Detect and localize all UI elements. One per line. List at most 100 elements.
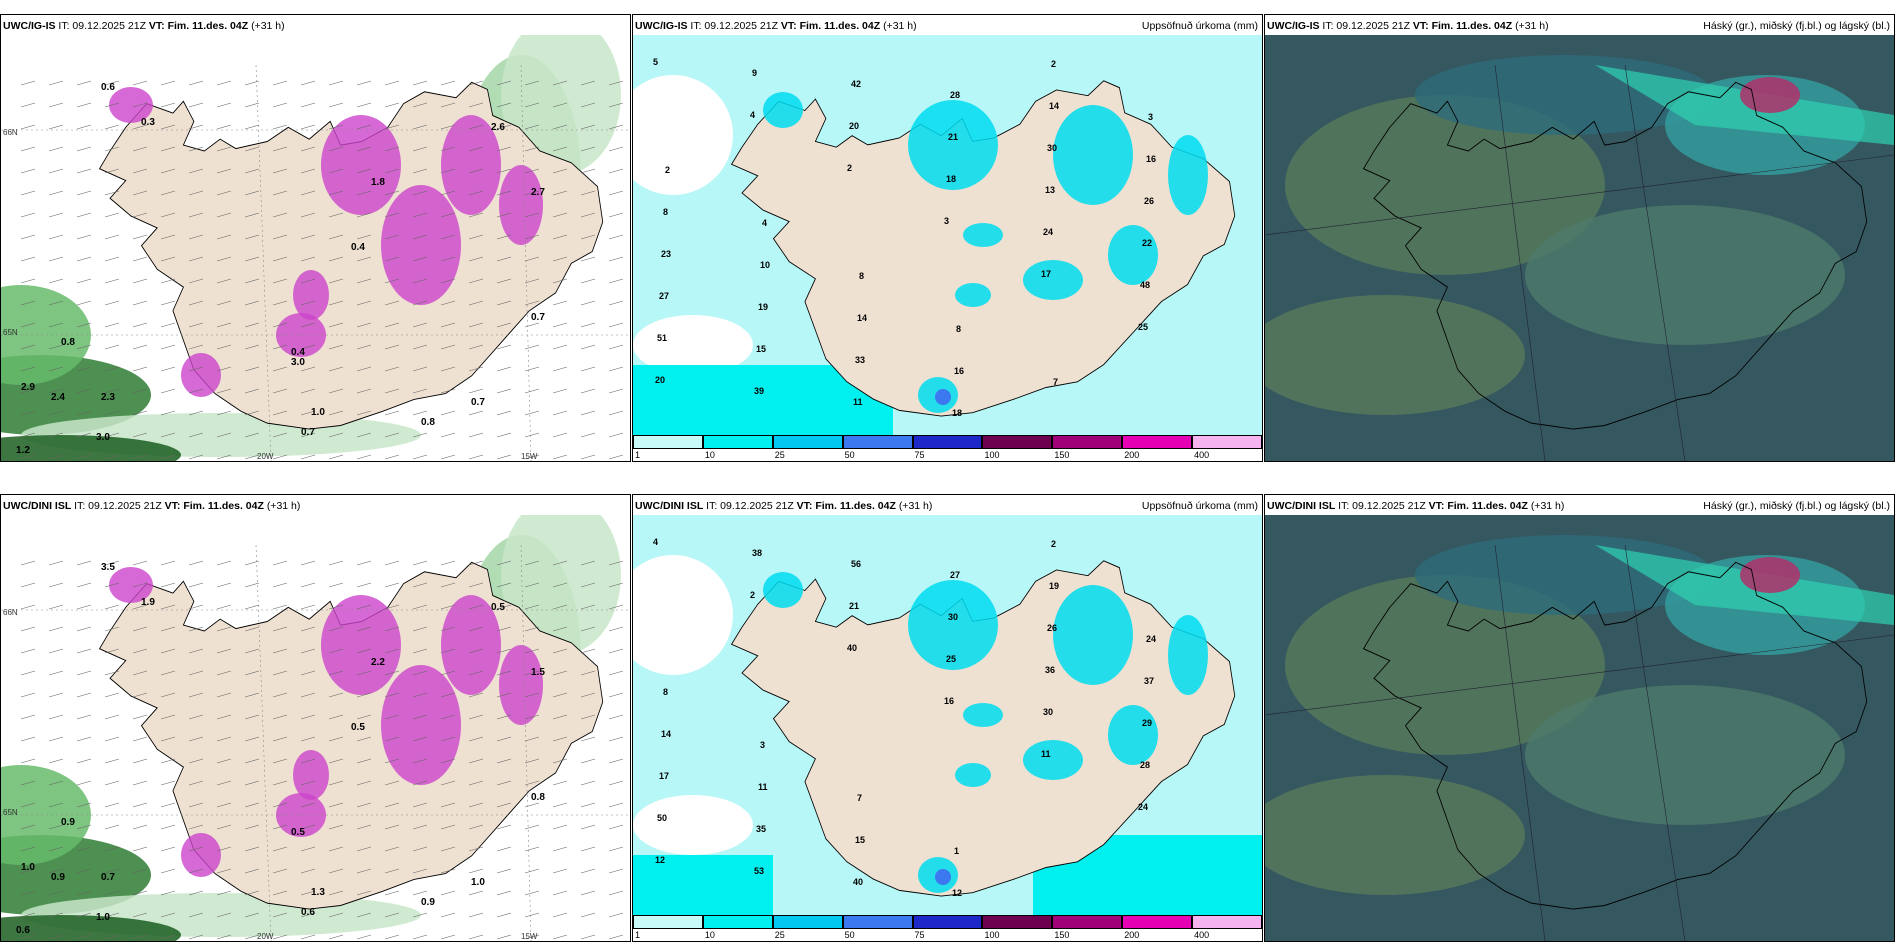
wind-barb — [468, 780, 484, 786]
legend-tick-label: 10 — [704, 450, 715, 460]
wind-barb — [48, 124, 64, 130]
wind-barb — [384, 560, 400, 566]
wind-barb — [76, 692, 92, 698]
wind-barb — [48, 802, 64, 808]
wind-barb — [552, 432, 568, 438]
wind-barb — [160, 560, 176, 566]
wind-barb — [356, 670, 372, 676]
wind-barb — [244, 626, 260, 632]
precip-max — [935, 389, 951, 405]
wind-barb — [132, 648, 148, 654]
wind-barb — [552, 102, 568, 108]
wind-barb — [300, 124, 316, 130]
precip-value-label: 35 — [756, 824, 766, 834]
wind-barb — [496, 802, 512, 808]
wind-barb — [244, 890, 260, 896]
precip-value-label: 28 — [950, 90, 960, 100]
wind-barb — [188, 256, 204, 262]
precip-value-label: 8 — [859, 271, 864, 281]
wind-barb — [76, 168, 92, 174]
wind-barb — [440, 388, 456, 394]
wind-barb — [104, 604, 120, 610]
wind-barb — [272, 714, 288, 720]
wind-barb — [524, 344, 540, 350]
wind-barb — [188, 890, 204, 896]
wind-barb — [524, 168, 540, 174]
wind-barb — [580, 366, 596, 372]
wind-barb — [468, 102, 484, 108]
wind-barb — [104, 670, 120, 676]
wind-barb — [328, 582, 344, 588]
wind-barb — [300, 582, 316, 588]
snow-value-label: 0.8 — [531, 792, 545, 803]
precip-area — [1023, 260, 1083, 300]
wind-barb — [440, 692, 456, 698]
wind-barb — [20, 278, 36, 284]
wind-barb — [188, 146, 204, 152]
wind-barb — [384, 890, 400, 896]
map-svg: 5423172520920182448513942211322271511283… — [633, 35, 1262, 447]
wind-barb — [132, 322, 148, 328]
wind-barb — [440, 80, 456, 86]
wind-barb — [188, 912, 204, 918]
wind-barb — [76, 846, 92, 852]
wind-barb — [132, 692, 148, 698]
wind-barb — [608, 234, 624, 240]
wind-barb — [300, 868, 316, 874]
wind-barb — [608, 758, 624, 764]
snow-value-label: 1.5 — [531, 667, 545, 678]
wind-barb — [468, 714, 484, 720]
wind-barb — [440, 582, 456, 588]
wind-barb — [468, 256, 484, 262]
wind-barb — [524, 648, 540, 654]
graticule-label: 20W — [257, 452, 274, 461]
wind-barb — [384, 432, 400, 438]
wind-barb — [104, 432, 120, 438]
snow-value-label: 0.7 — [301, 427, 315, 438]
legend-swatch — [982, 915, 1053, 929]
wind-barb — [76, 582, 92, 588]
wind-barb — [580, 934, 596, 940]
wind-barb — [384, 626, 400, 632]
wind-barb — [440, 168, 456, 174]
legend-tick-label: 200 — [1124, 930, 1140, 940]
legend-swatch — [633, 435, 703, 449]
graticule-line — [255, 64, 272, 461]
precip-value-label: 14 — [857, 313, 867, 323]
wind-barb — [244, 604, 260, 610]
snow-value-label: 0.6 — [101, 82, 115, 93]
wind-barb — [356, 344, 372, 350]
wind-barb — [272, 124, 288, 130]
wind-barb — [244, 212, 260, 218]
wind-barb — [384, 692, 400, 698]
wind-barb — [580, 454, 596, 460]
wind-barb — [188, 714, 204, 720]
map-precip: 4 2 40 16 11 24 12 38 21 25 30 28 50 53 56 30 36 29 17 35 40… — [633, 515, 1262, 927]
wind-barb — [440, 102, 456, 108]
wind-barb — [272, 560, 288, 566]
wind-barb — [244, 692, 260, 698]
wind-barb — [48, 432, 64, 438]
wind-barb — [20, 604, 36, 610]
precip-value-label: 17 — [659, 771, 669, 781]
wind-barb — [300, 212, 316, 218]
legend-tick-label: 100 — [984, 450, 1000, 460]
wind-barb — [580, 890, 596, 896]
wind-barb — [132, 582, 148, 588]
wind-barb — [160, 146, 176, 152]
legend-swatch — [912, 915, 983, 929]
wind-barb — [468, 124, 484, 130]
cloud-area — [1285, 95, 1605, 275]
graticule-line — [1494, 64, 1546, 461]
wind-barb — [496, 912, 512, 918]
wind-barb — [580, 648, 596, 654]
snow-area — [181, 353, 221, 397]
wind-barb — [216, 344, 232, 350]
wind-barb — [300, 934, 316, 940]
wind-barb — [440, 890, 456, 896]
wind-barb — [272, 846, 288, 852]
precip-value-label: 39 — [754, 386, 764, 396]
legend-tick-label: 50 — [844, 930, 855, 940]
wind-barb — [384, 146, 400, 152]
wind-barb — [244, 366, 260, 372]
